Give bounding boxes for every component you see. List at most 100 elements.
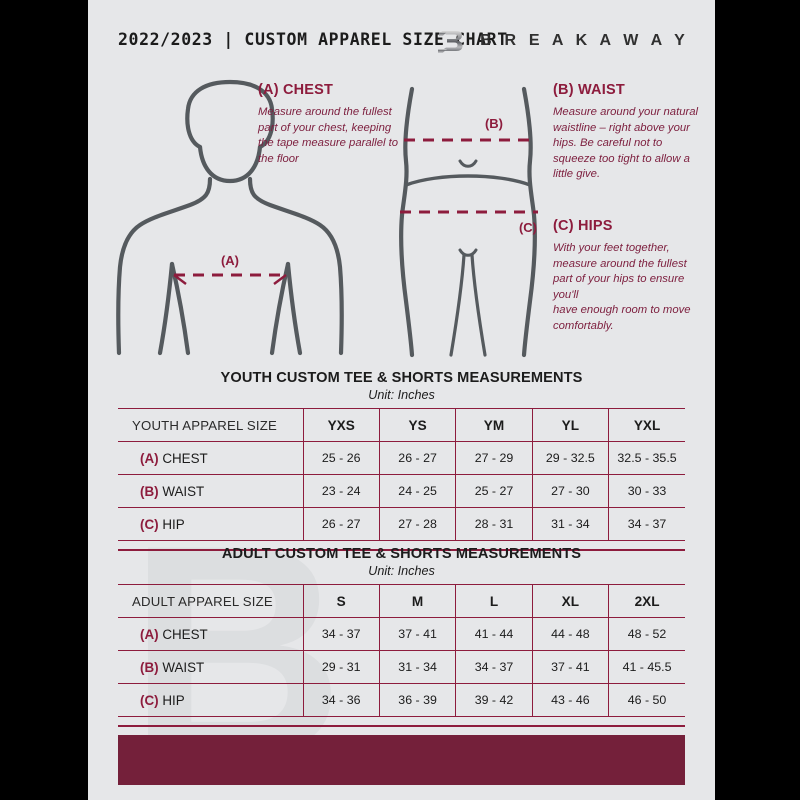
adult-row-0-label: (A) CHEST (118, 617, 303, 651)
page-header: 2022/2023 | CUSTOM APPAREL SIZE CHART B … (88, 0, 715, 70)
brand-name: B R E A K A W A Y (480, 32, 689, 49)
left-body-contour (399, 86, 415, 358)
adult-size-col-3: XL (531, 584, 609, 618)
left-inner-leg (449, 253, 466, 357)
left-torso-side (157, 261, 175, 356)
hip-measure-label: (C) (519, 220, 537, 235)
adult-table-title: ADULT CUSTOM TEE & SHORTS MEASUREMENTS (221, 546, 582, 562)
adult-row-0-val-0: 34 - 37 (302, 617, 380, 651)
youth-size-col-4: YXL (608, 408, 685, 442)
adult-row-1-val-1: 31 - 34 (378, 650, 456, 684)
breakaway-b-logo-icon (438, 31, 463, 53)
adult-size-col-0: S (302, 584, 380, 618)
youth-row-2-val-3: 31 - 34 (531, 507, 609, 541)
table-row: (A) CHEST 25 - 26 26 - 27 27 - 29 29 - 3… (118, 441, 685, 475)
page-title: 2022/2023 | CUSTOM APPAREL SIZE CHART (118, 30, 508, 49)
right-inner-arm (269, 261, 291, 356)
adult-row-2-tag: (C) (140, 692, 159, 708)
callout-waist-body: Measure around your natural waistline – … (553, 106, 699, 181)
adult-row-2-val-1: 36 - 39 (378, 683, 456, 717)
youth-row-2-val-0: 26 - 27 (302, 507, 380, 541)
chest-measure-label: (A) (221, 253, 239, 268)
callout-hips-title: (C) HIPS (553, 218, 613, 234)
lower-body-figure: (B) (C) (399, 86, 538, 358)
youth-row-0-tag: (A) (140, 450, 159, 466)
table-row: (A) CHEST 34 - 37 37 - 41 41 - 44 44 - 4… (118, 617, 685, 651)
youth-size-table: YOUTH APPAREL SIZE YXS YS YM YL YXL (A) … (118, 408, 685, 541)
adult-row-0-val-2: 41 - 44 (455, 617, 533, 651)
adult-row-1-tag: (B) (140, 659, 159, 675)
adult-row-0-name: CHEST (162, 626, 208, 642)
adult-row-2-val-2: 39 - 42 (455, 683, 533, 717)
adult-row-1-label: (B) WAIST (118, 650, 303, 684)
youth-row-2-val-4: 34 - 37 (608, 507, 685, 541)
callout-waist-title: (B) WAIST (553, 82, 625, 98)
youth-row-1-name: WAIST (162, 483, 205, 499)
adult-size-col-1: M (378, 584, 456, 618)
adult-row-0-tag: (A) (140, 626, 159, 642)
youth-row-1-val-1: 24 - 25 (378, 474, 456, 508)
right-inner-leg (470, 253, 487, 357)
youth-row-1-tag: (B) (140, 483, 159, 499)
youth-header-label: YOUTH APPAREL SIZE (118, 408, 303, 442)
callout-hips-body: With your feet together, measure around … (553, 242, 691, 332)
chest-arrow-left (173, 274, 187, 285)
adult-row-1-name: WAIST (162, 659, 205, 675)
adult-row-2-label: (C) HIP (118, 683, 303, 717)
adult-row-1-val-2: 34 - 37 (455, 650, 533, 684)
youth-row-1-val-0: 23 - 24 (302, 474, 380, 508)
youth-row-2-tag: (C) (140, 516, 159, 532)
youth-size-col-3: YL (531, 408, 609, 442)
youth-row-0-val-1: 26 - 27 (378, 441, 456, 475)
navel-icon (458, 159, 478, 168)
adult-row-1-val-4: 41 - 45.5 (608, 650, 685, 684)
table-row: (B) WAIST 29 - 31 31 - 34 34 - 37 37 - 4… (118, 650, 685, 684)
adult-table-bottom-rule (118, 725, 685, 727)
youth-row-0-val-2: 27 - 29 (455, 441, 533, 475)
youth-row-0-label: (A) CHEST (118, 441, 303, 475)
adult-size-table: ADULT APPAREL SIZE S M L XL 2XL (A) CHES… (118, 584, 685, 717)
adult-row-1-val-0: 29 - 31 (302, 650, 380, 684)
youth-size-col-2: YM (455, 408, 533, 442)
adult-row-1-val-3: 37 - 41 (531, 650, 609, 684)
youth-row-2-name: HIP (162, 516, 185, 532)
youth-row-2-label: (C) HIP (118, 507, 303, 541)
waistband-curve (404, 174, 532, 187)
youth-row-0-name: CHEST (162, 450, 208, 466)
youth-row-1-val-3: 27 - 30 (531, 474, 609, 508)
table-row: (C) HIP 34 - 36 36 - 39 39 - 42 43 - 46 … (118, 683, 685, 717)
left-shoulder-arm (116, 176, 213, 356)
brand-logo: B R E A K A W A Y (436, 26, 689, 56)
youth-row-1-val-4: 30 - 33 (608, 474, 685, 508)
youth-size-col-0: YXS (302, 408, 380, 442)
table-header-row: YOUTH APPAREL SIZE YXS YS YM YL YXL (118, 408, 685, 442)
callout-waist: (B) WAIST Measure around your natural wa… (553, 82, 703, 183)
head-outline (185, 79, 275, 150)
adult-row-2-val-0: 34 - 36 (302, 683, 380, 717)
adult-size-table-block: ADULT CUSTOM TEE & SHORTS MEASUREMENTS U… (118, 546, 685, 727)
adult-row-0-val-4: 48 - 52 (608, 617, 685, 651)
upper-body-figure: (A) (116, 79, 344, 356)
youth-row-0-val-0: 25 - 26 (302, 441, 380, 475)
youth-row-1-val-2: 25 - 27 (455, 474, 533, 508)
table-row: (B) WAIST 23 - 24 24 - 25 25 - 27 27 - 3… (118, 474, 685, 508)
youth-size-col-1: YS (378, 408, 456, 442)
youth-row-2-val-2: 28 - 31 (455, 507, 533, 541)
crotch-curve (458, 248, 478, 257)
callout-chest: (A) CHEST Measure around the fullest par… (258, 82, 403, 167)
youth-row-0-val-3: 29 - 32.5 (531, 441, 609, 475)
adult-row-0-val-1: 37 - 41 (378, 617, 456, 651)
adult-row-0-val-3: 44 - 48 (531, 617, 609, 651)
table-row: (C) HIP 26 - 27 27 - 28 28 - 31 31 - 34 … (118, 507, 685, 541)
size-chart-page: B 2022/2023 | CUSTOM APPAREL SIZE CHART (88, 0, 715, 800)
adult-table-unit: Unit: Inches (368, 564, 435, 578)
callout-chest-title: (A) CHEST (258, 82, 334, 98)
jaw-outline (197, 144, 263, 184)
right-shoulder-arm (247, 176, 344, 356)
adult-row-2-val-3: 43 - 46 (531, 683, 609, 717)
adult-header-label: ADULT APPAREL SIZE (118, 584, 303, 618)
measurement-illustrations: (A) (B) (C) (88, 70, 715, 360)
youth-row-2-val-1: 27 - 28 (378, 507, 456, 541)
youth-table-bottom-rule (118, 549, 685, 551)
youth-row-1-label: (B) WAIST (118, 474, 303, 508)
